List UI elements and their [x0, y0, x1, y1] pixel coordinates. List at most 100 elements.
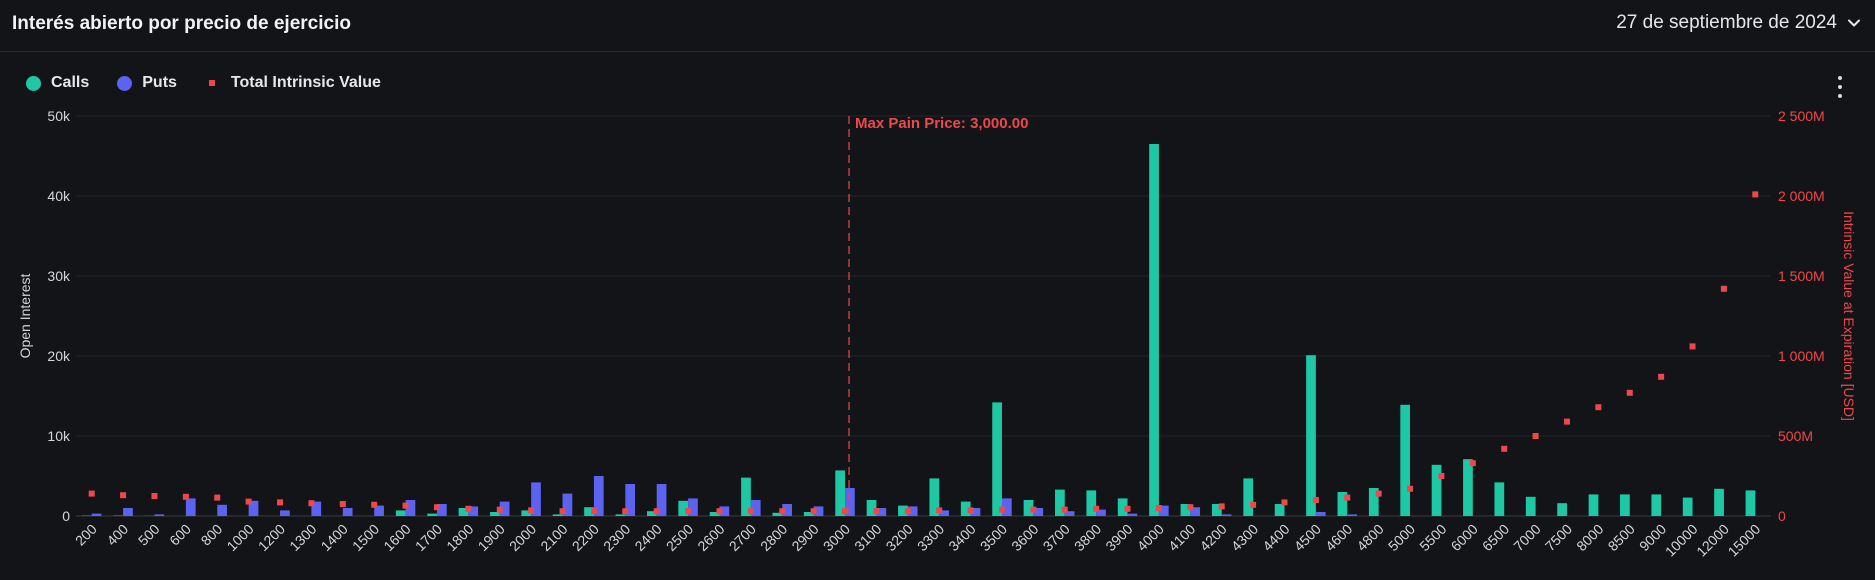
header: Interés abierto por precio de ejercicio … — [0, 0, 1875, 52]
intrinsic-value-point — [1626, 389, 1633, 396]
calls-bar — [427, 513, 437, 516]
calls-bar — [709, 512, 720, 516]
puts-bar — [154, 514, 165, 516]
y-right-tick-label: 2 500M — [1778, 108, 1825, 124]
calls-bar — [992, 402, 1002, 516]
calls-bar — [803, 512, 814, 516]
puts-bar — [342, 508, 353, 516]
calls-bar — [1400, 404, 1411, 516]
puts-bar — [939, 510, 949, 516]
x-tick-label: 200 — [72, 521, 100, 549]
legend-item-puts[interactable]: Puts — [117, 74, 177, 92]
puts-bar — [1221, 514, 1232, 516]
puts-bar — [1001, 498, 1012, 516]
intrinsic-value-point — [245, 498, 252, 505]
intrinsic-value-point — [590, 508, 597, 515]
calls-bar — [1180, 504, 1191, 516]
x-tick-label: 7500 — [1542, 521, 1575, 554]
x-tick-label: 1300 — [286, 521, 319, 554]
intrinsic-value-point — [779, 508, 786, 515]
x-tick-label: 2900 — [788, 521, 821, 554]
y-left-tick-label: 50k — [47, 108, 71, 124]
puts-bar — [876, 508, 887, 516]
x-tick-label: 10000 — [1662, 521, 1701, 560]
x-tick-label: 4300 — [1228, 521, 1261, 554]
legend-item-calls[interactable]: Calls — [26, 74, 89, 92]
x-tick-label: 2300 — [600, 521, 633, 554]
puts-bar — [217, 504, 227, 516]
intrinsic-value-point — [433, 504, 440, 511]
puts-bar — [374, 505, 384, 516]
y-right-tick-label: 1 500M — [1778, 268, 1825, 284]
intrinsic-value-point — [1281, 499, 1288, 506]
x-tick-label: 3000 — [820, 521, 853, 554]
intrinsic-value-point — [1563, 418, 1570, 425]
intrinsic-value-point — [873, 508, 880, 515]
calls-bar — [1714, 488, 1724, 516]
expiration-date-value: 27 de septiembre de 2024 — [1616, 12, 1837, 33]
x-tick-label: 15000 — [1725, 521, 1764, 560]
puts-bar — [436, 504, 447, 516]
y-left-tick-label: 20k — [47, 348, 71, 364]
y-right-axis-title: Intrinsic Value at Expiration [USD] — [1841, 211, 1857, 421]
calls-bar — [458, 508, 469, 516]
x-tick-label: 3800 — [1071, 521, 1104, 554]
intrinsic-value-point — [1720, 285, 1727, 292]
calls-bar — [395, 510, 406, 516]
calls-bar — [1463, 459, 1473, 516]
x-tick-label: 3700 — [1040, 521, 1073, 554]
puts-bar — [593, 476, 604, 516]
expiration-date-select[interactable]: 27 de septiembre de 2024 — [1616, 12, 1861, 34]
calls-bar — [1525, 496, 1536, 516]
puts-bar — [1033, 508, 1044, 516]
calls-bar — [490, 512, 500, 516]
x-tick-label: 4100 — [1165, 521, 1198, 554]
puts-bar — [562, 493, 573, 516]
y-right-tick-label: 0 — [1778, 508, 1786, 524]
calls-bar — [1745, 490, 1756, 516]
y-left-tick-label: 0 — [62, 508, 70, 524]
chevron-down-icon — [1848, 19, 1860, 27]
puts-bar — [1064, 511, 1075, 516]
intrinsic-value-point — [1250, 501, 1257, 508]
intrinsic-value-point — [1124, 505, 1131, 512]
intrinsic-value-point — [528, 507, 535, 514]
x-tick-label: 12000 — [1693, 521, 1732, 560]
puts-legend-icon — [117, 75, 133, 91]
intrinsic-value-point — [1312, 497, 1319, 503]
calls-bar — [835, 470, 846, 516]
calls-bar — [1620, 494, 1630, 516]
intrinsic-value-point — [88, 490, 95, 497]
intrinsic-value-point — [967, 507, 974, 514]
intrinsic-value-point — [1218, 503, 1225, 510]
calls-bar — [1117, 498, 1128, 516]
intrinsic-value-point — [308, 500, 315, 507]
x-tick-label: 6500 — [1479, 521, 1512, 554]
intrinsic-value-point — [1438, 473, 1445, 479]
calls-bar — [1337, 492, 1348, 516]
intrinsic-value-point — [1658, 373, 1665, 380]
puts-bar — [1315, 512, 1326, 516]
legend-item-intrinsic-value[interactable]: Total Intrinsic Value — [205, 74, 381, 92]
calls-bar — [1243, 478, 1254, 516]
calls-bar — [521, 510, 532, 516]
x-tick-label: 3200 — [883, 521, 916, 554]
intrinsic-value-point — [214, 494, 221, 501]
calls-bar — [1055, 489, 1065, 516]
intrinsic-value-point — [842, 508, 849, 515]
calls-bar — [1494, 482, 1505, 516]
legend-label-puts: Puts — [142, 74, 177, 91]
x-tick-label: 2000 — [506, 521, 539, 554]
intrinsic-value-point — [685, 508, 692, 515]
calls-bar — [898, 505, 908, 516]
intrinsic-value-point — [622, 508, 629, 515]
calls-bar — [584, 507, 594, 516]
x-tick-label: 2600 — [694, 521, 727, 554]
kebab-menu-icon[interactable] — [1835, 76, 1845, 98]
puts-bar — [719, 506, 730, 516]
x-tick-label: 3100 — [851, 521, 884, 554]
calls-bar — [1149, 144, 1159, 516]
x-tick-label: 4000 — [1134, 521, 1167, 554]
puts-bar — [970, 508, 981, 516]
x-tick-label: 3500 — [977, 521, 1010, 554]
